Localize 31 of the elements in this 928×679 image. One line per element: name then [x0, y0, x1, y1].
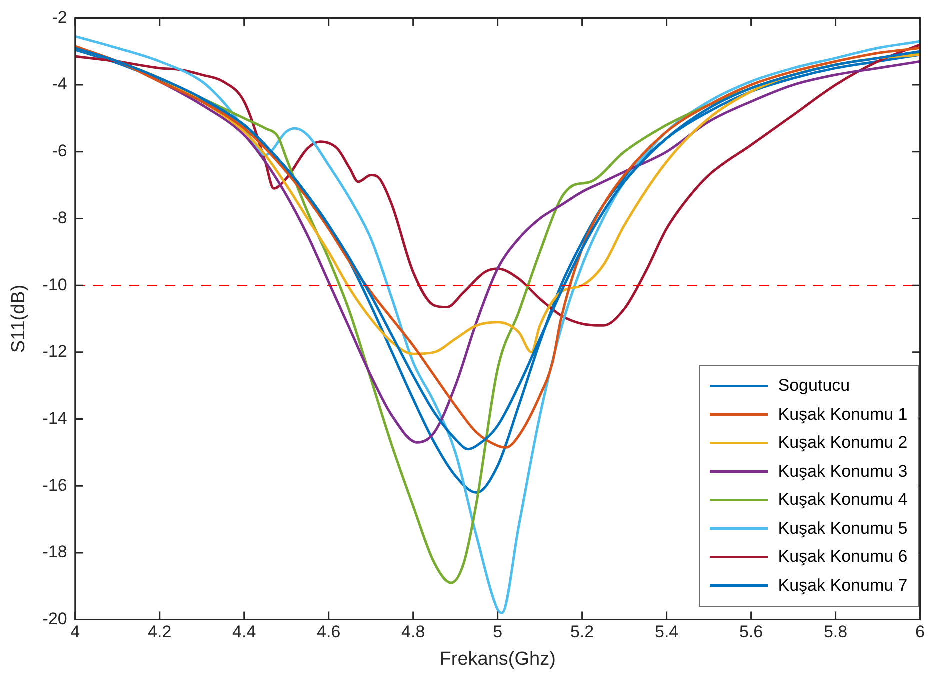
- x-tick-label: 6: [916, 622, 926, 642]
- y-tick-label: -14: [42, 408, 68, 428]
- y-tick-label: -8: [52, 208, 68, 228]
- legend-label: Kuşak Konumu 4: [778, 490, 908, 510]
- y-tick-label: -4: [52, 74, 68, 94]
- y-tick-label: -16: [42, 476, 68, 495]
- x-tick-label: 4.8: [402, 622, 426, 642]
- legend-label: Kuşak Konumu 5: [778, 518, 908, 539]
- legend-label: Kuşak Konumu 7: [778, 576, 908, 596]
- legend-label: Kuşak Konumu 6: [778, 547, 908, 568]
- x-tick-label: 4.6: [317, 622, 341, 642]
- x-tick-label: 5.8: [824, 622, 848, 642]
- x-tick-label: 5.4: [654, 622, 679, 642]
- x-tick-label: 5.2: [570, 622, 594, 642]
- y-axis-title: S11(dB): [8, 284, 30, 354]
- y-tick-label: -20: [42, 609, 68, 628]
- x-tick-label: 4: [70, 622, 80, 642]
- x-tick-label: 5.6: [739, 622, 764, 642]
- legend-label: Kuşak Konumu 3: [778, 462, 908, 482]
- x-axis-title: Frekans(Ghz): [440, 648, 556, 670]
- x-tick-label: 4.4: [232, 622, 256, 642]
- legend-label: Sogutucu: [778, 376, 850, 396]
- y-tick-label: -2: [52, 8, 68, 27]
- y-tick-label: -10: [42, 275, 68, 294]
- y-tick-label: -6: [52, 142, 68, 161]
- x-tick-label: 5: [493, 622, 503, 642]
- y-tick-label: -12: [42, 342, 68, 362]
- legend-label: Kuşak Konumu 2: [778, 433, 908, 454]
- y-tick-label: -18: [42, 542, 68, 562]
- legend-label: Kuşak Konumu 1: [778, 404, 908, 425]
- x-tick-label: 4.2: [148, 622, 172, 642]
